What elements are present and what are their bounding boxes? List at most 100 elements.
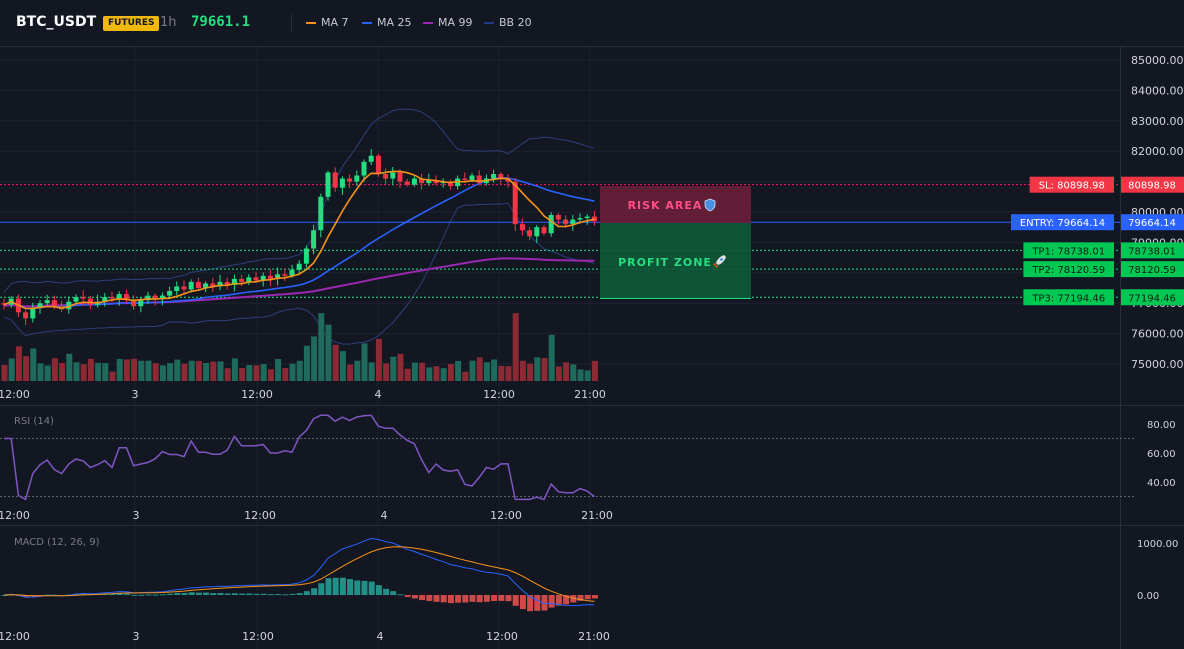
macd-histogram-bar <box>555 595 562 606</box>
axis-tag-tp1 <box>1121 242 1184 259</box>
level-tag-tp2 <box>1023 261 1114 278</box>
volume-bar <box>411 362 418 381</box>
macd-line <box>3 537 595 607</box>
macd-histogram-bar <box>519 595 526 610</box>
volume-bar <box>15 346 22 381</box>
symbol-name[interactable]: BTC_USDT <box>16 14 97 30</box>
price-axis[interactable]: 85000.0084000.0083000.0082000.0081000.00… <box>1131 54 1184 371</box>
candle-body <box>311 230 317 249</box>
volume-bar <box>203 362 210 381</box>
candle-body <box>527 230 533 237</box>
time-axis-macd: 12:00 3 12:00 4 12:00 21:00 <box>0 630 610 643</box>
candle-body <box>195 281 201 288</box>
candle-body <box>30 307 36 319</box>
macd-tick-label: 0.00 <box>1137 591 1159 602</box>
macd-histogram-bar <box>325 578 332 595</box>
macd-histogram-bar <box>419 595 426 601</box>
price-tick-label: 82000.00 <box>1131 145 1184 158</box>
macd-histogram-bar <box>455 595 462 603</box>
rsi-pane[interactable]: 80.00 60.00 40.00 <box>0 414 1176 501</box>
macd-pane[interactable]: 1000.00 0.00 <box>1 537 1179 612</box>
volume-bar <box>505 366 512 381</box>
candle-body <box>73 297 79 302</box>
candle-body <box>174 286 180 292</box>
volume-bar <box>577 369 584 381</box>
volume-bar <box>239 368 246 381</box>
candle-body <box>332 172 338 188</box>
candle-body <box>167 291 173 296</box>
macd-signal-line <box>3 546 595 602</box>
macd-histogram-bar <box>375 585 382 595</box>
rsi-tick-label: 40.00 <box>1147 478 1176 489</box>
bollinger-bands <box>3 108 595 345</box>
price-tick-label: 85000.00 <box>1131 54 1184 67</box>
legend-label-bb20: BB 20 <box>499 16 532 29</box>
volume-bar <box>483 362 490 381</box>
volume-bar <box>37 363 44 381</box>
bollinger-upper <box>3 108 595 293</box>
time-axis-main: 12:00 3 12:00 4 12:00 21:00 <box>0 388 606 401</box>
macd-histogram-bar <box>1 595 8 596</box>
volume-bar <box>66 353 73 381</box>
volume-bar <box>109 371 116 381</box>
macd-histogram-bar <box>181 592 188 595</box>
macd-histogram-bar <box>541 595 548 611</box>
candle-body <box>253 277 259 281</box>
candle-body <box>354 175 360 182</box>
axis-tag-value-entry: 79664.14 <box>1128 218 1176 229</box>
rsi-line <box>4 414 595 501</box>
candle-body <box>426 180 432 184</box>
candle-body <box>570 219 576 225</box>
legend-bb20[interactable]: BB 20 <box>484 16 532 29</box>
candle-body <box>339 178 345 188</box>
volume-bar <box>131 358 138 381</box>
candle-body <box>519 224 525 231</box>
volume-bar <box>224 368 231 381</box>
volume-bar <box>404 368 411 381</box>
volume-bar <box>80 364 87 381</box>
volume-bar <box>282 368 289 381</box>
time-label: 21:00 <box>581 509 613 522</box>
macd-histogram-bar <box>311 588 318 595</box>
macd-histogram-bar <box>548 595 555 608</box>
risk-area-label: RISK AREA <box>628 199 703 212</box>
time-label: 21:00 <box>574 388 606 401</box>
time-label: 12:00 <box>486 630 518 643</box>
timeframe-label[interactable]: 1h <box>160 15 177 30</box>
candle-body <box>275 274 281 279</box>
volume-bar <box>311 336 318 381</box>
candle-body <box>102 297 108 302</box>
volume-bar <box>167 363 174 381</box>
candle-body <box>239 278 245 282</box>
time-label: 12:00 <box>0 509 30 522</box>
volume-bar <box>210 361 217 381</box>
candle-body <box>138 300 144 307</box>
legend-ma99[interactable]: MA 99 <box>423 16 473 29</box>
last-price: 79661.1 <box>191 14 251 30</box>
volume-bar <box>145 360 152 381</box>
legend-ma25[interactable]: MA 25 <box>362 16 412 29</box>
macd-histogram-bar <box>476 595 483 603</box>
volume-bar <box>440 368 447 381</box>
volume-bar <box>476 357 483 381</box>
level-tag-entry <box>1011 214 1114 231</box>
volume-bar <box>8 358 15 381</box>
time-label: 12:00 <box>483 388 515 401</box>
macd-histogram-bar <box>260 593 267 595</box>
candle-body <box>131 300 137 307</box>
volume-bar <box>73 362 80 381</box>
candle-body <box>347 178 353 182</box>
macd-histogram-bar <box>167 593 174 595</box>
time-axis-rsi: 12:00 3 12:00 4 12:00 21:00 <box>0 509 613 522</box>
macd-histogram-bar <box>80 593 87 595</box>
candle-body <box>591 216 597 222</box>
futures-badge: FUTURES <box>103 16 160 31</box>
legend-ma7[interactable]: MA 7 <box>306 16 349 29</box>
legend-swatch-bb20 <box>484 21 494 24</box>
risk-area-zone[interactable] <box>600 186 751 223</box>
macd-histogram-bar <box>527 595 534 612</box>
rsi-tick-label: 60.00 <box>1147 449 1176 460</box>
profit-zone[interactable] <box>600 223 751 299</box>
shield-icon <box>704 198 716 212</box>
